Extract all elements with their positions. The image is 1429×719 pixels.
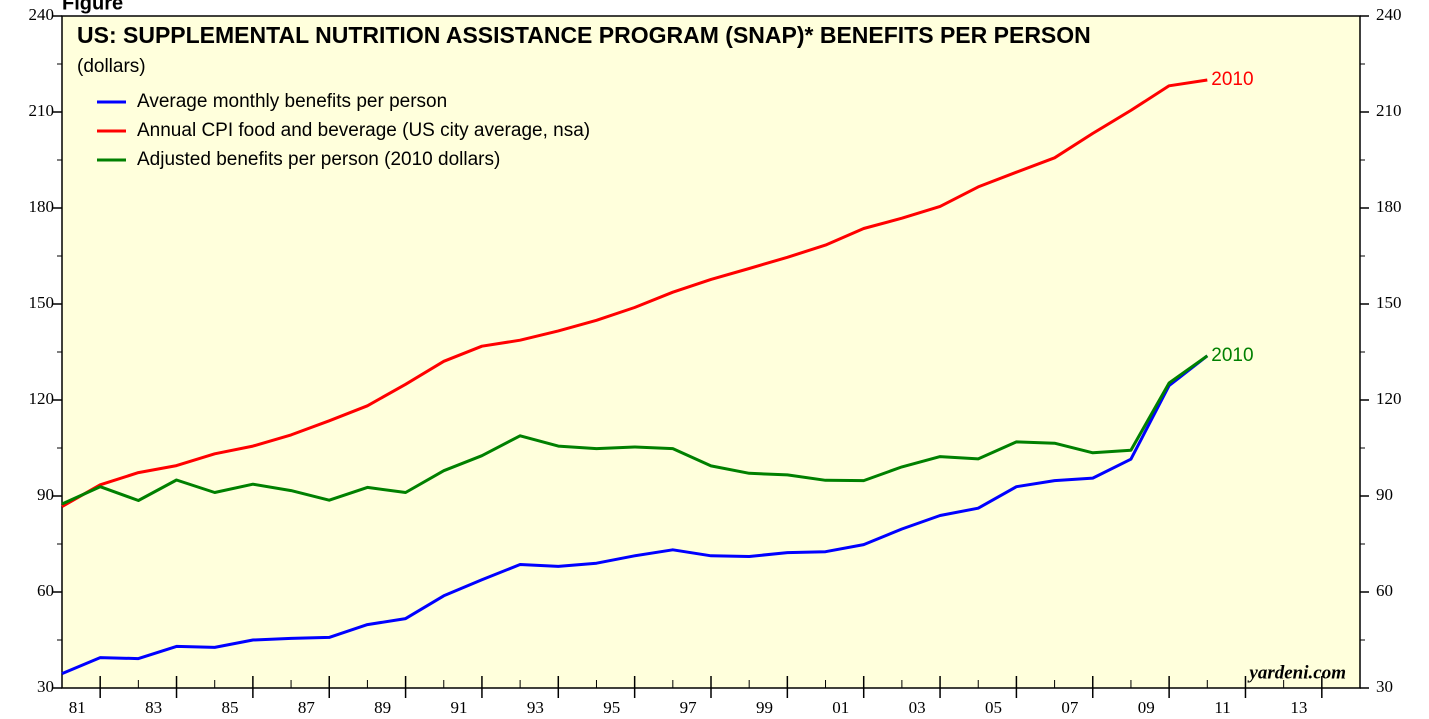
y2-tick-label: 60 — [1376, 581, 1393, 600]
x-tick-label: 89 — [374, 698, 391, 717]
y2-tick-label: 180 — [1376, 197, 1402, 216]
x-tick-label: 01 — [832, 698, 849, 717]
series-line — [61, 354, 1209, 506]
y2-tick-label: 90 — [1376, 485, 1393, 504]
x-tick-label: 91 — [451, 698, 468, 717]
y-tick-label: 210 — [29, 101, 55, 120]
y2-tick-label: 150 — [1376, 293, 1402, 312]
series-line — [61, 78, 1208, 508]
y-tick-label: 150 — [29, 293, 55, 312]
y-tick-label: 240 — [29, 5, 55, 24]
y2-tick-label: 240 — [1376, 5, 1402, 24]
y-tick-label: 60 — [37, 581, 54, 600]
x-tick-label: 11 — [1214, 698, 1230, 717]
y2-tick-label: 30 — [1376, 677, 1393, 696]
x-tick-label: 87 — [298, 698, 316, 717]
y-tick-label: 90 — [37, 485, 54, 504]
y2-tick-label: 210 — [1376, 101, 1402, 120]
x-tick-label: 07 — [1061, 698, 1079, 717]
chart-subtitle: (dollars) — [77, 56, 146, 77]
x-tick-label: 83 — [145, 698, 162, 717]
end-label: 2010 — [1211, 69, 1253, 90]
end-label: 2010 — [1211, 345, 1253, 366]
x-tick-label: 93 — [527, 698, 544, 717]
y-tick-label: 180 — [29, 197, 55, 216]
series-line — [61, 354, 1209, 675]
chart-title: US: SUPPLEMENTAL NUTRITION ASSISTANCE PR… — [77, 22, 1091, 48]
x-tick-label: 09 — [1138, 698, 1155, 717]
figure-label: Figure — [62, 0, 123, 14]
y-tick-label: 30 — [37, 677, 54, 696]
legend-label: Adjusted benefits per person (2010 dolla… — [137, 149, 500, 170]
y-tick-label: 120 — [29, 389, 55, 408]
x-tick-label: 97 — [680, 698, 698, 717]
plot-area — [61, 15, 1361, 689]
x-tick-label: 99 — [756, 698, 773, 717]
x-tick-label: 85 — [221, 698, 238, 717]
x-tick-label: 05 — [985, 698, 1002, 717]
legend-label: Annual CPI food and beverage (US city av… — [137, 120, 590, 141]
source: yardeni.com — [1247, 662, 1346, 683]
x-tick-label: 03 — [909, 698, 926, 717]
x-tick-label: 95 — [603, 698, 620, 717]
x-tick-label: 13 — [1290, 698, 1307, 717]
legend-label: Average monthly benefits per person — [137, 91, 447, 112]
x-tick-label: 81 — [69, 698, 86, 717]
y2-tick-label: 120 — [1376, 389, 1402, 408]
